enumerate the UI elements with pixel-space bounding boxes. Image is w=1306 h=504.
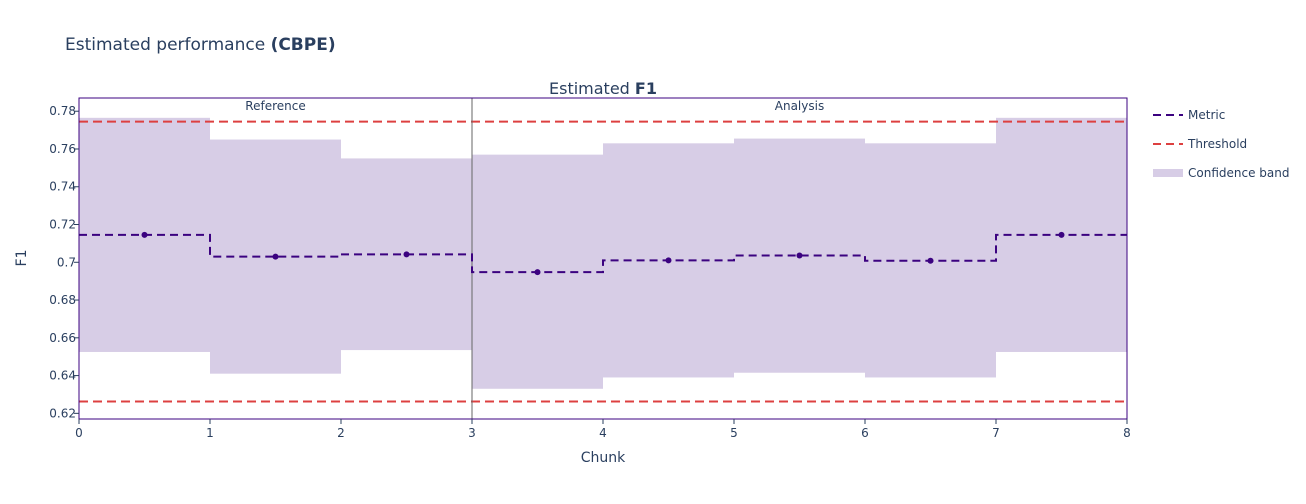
- period-label-analysis: Analysis: [775, 99, 824, 113]
- y-axis-ticks: 0.62 0.64 0.66 0.68 0.7 0.72 0.74 0.76 0.78: [49, 104, 79, 420]
- x-tick-label-8: 8: [1123, 426, 1131, 440]
- legend-label-metric: Metric: [1188, 108, 1225, 122]
- x-tick-label-5: 5: [730, 426, 738, 440]
- x-tick-label-0: 0: [75, 426, 83, 440]
- x-tick-label-4: 4: [599, 426, 607, 440]
- subplot-title-bold: F1: [635, 79, 657, 98]
- metric-point-2: [403, 251, 410, 258]
- y-tick-label-6: 0.74: [49, 180, 76, 194]
- confidence-bands: [79, 117, 1127, 389]
- x-axis-title: Chunk: [581, 450, 626, 466]
- metric-point-0: [141, 231, 148, 238]
- figure-title-bold: (CBPE): [271, 35, 336, 55]
- y-tick-label-4: 0.7: [57, 255, 76, 269]
- metric-point-7: [1058, 231, 1065, 238]
- period-labels: Reference Analysis: [245, 99, 824, 113]
- metric-point-5: [796, 252, 803, 259]
- metric-point-1: [272, 253, 279, 260]
- figure-title-prefix: Estimated performance: [65, 35, 271, 55]
- figure-title: Estimated performance (CBPE): [65, 35, 336, 55]
- y-tick-label-5: 0.72: [49, 218, 76, 232]
- x-tick-label-7: 7: [992, 426, 1000, 440]
- x-tick-label-3: 3: [468, 426, 476, 440]
- y-tick-label-0: 0.62: [49, 406, 76, 420]
- y-tick-label-2: 0.66: [49, 331, 76, 345]
- y-tick-label-7: 0.76: [49, 142, 76, 156]
- legend-label-threshold: Threshold: [1187, 137, 1247, 151]
- subplot-title-prefix: Estimated: [549, 79, 635, 98]
- metric-points: [141, 231, 1065, 276]
- legend: Metric Threshold Confidence band: [1153, 108, 1289, 180]
- x-axis-ticks: 0 1 2 3 4 5 6 7 8: [75, 419, 1131, 440]
- x-tick-label-6: 6: [861, 426, 869, 440]
- legend-label-band: Confidence band: [1188, 166, 1289, 180]
- subplot-title: Estimated F1: [549, 79, 657, 98]
- metric-point-6: [927, 257, 934, 264]
- metric-point-3: [534, 269, 541, 276]
- y-tick-label-1: 0.64: [49, 369, 76, 383]
- y-tick-label-3: 0.68: [49, 293, 76, 307]
- threshold-lines: [79, 120, 1127, 403]
- x-tick-label-2: 2: [337, 426, 345, 440]
- metric-point-4: [665, 257, 672, 264]
- period-label-reference: Reference: [245, 99, 305, 113]
- y-tick-label-8: 0.78: [49, 104, 76, 118]
- x-tick-label-1: 1: [206, 426, 214, 440]
- legend-swatch-band: [1153, 169, 1183, 177]
- y-axis-title: F1: [14, 250, 30, 267]
